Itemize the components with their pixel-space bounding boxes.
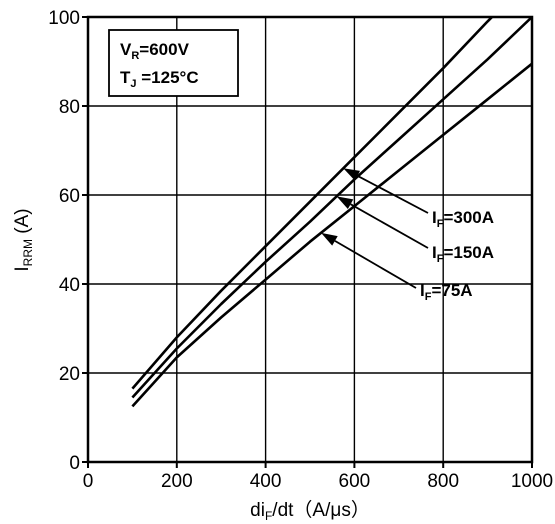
y-tick-label: 80	[59, 97, 80, 118]
series-75a-line	[131, 62, 532, 408]
conditions-box: VR=600V TJ =125°C	[108, 29, 239, 97]
x-tick-label: 1000	[511, 471, 553, 492]
plot-frame	[86, 15, 534, 464]
callout-75a-arrow	[321, 232, 417, 289]
x-tick-label: 600	[339, 471, 371, 492]
condition-tj: TJ =125°C	[120, 68, 199, 90]
x-tick-label: 200	[161, 471, 193, 492]
callout-300a-arrow	[343, 168, 429, 214]
series-label-150a: IF=150A	[432, 243, 494, 265]
series-150a-line	[131, 17, 532, 399]
series-label-300a: IF=300A	[432, 208, 494, 230]
series-label-75a: IF=75A	[420, 281, 473, 303]
x-tick-label: 400	[250, 471, 282, 492]
series-labels: IF=300A IF=150A IF=75A	[420, 208, 494, 303]
series-lines	[131, 17, 532, 408]
callout-150a-arrow	[336, 196, 429, 249]
y-tick-label: 60	[59, 186, 80, 207]
axis-ticks: 0 200 400 600 800 1000 0 20 40 60 80 100	[48, 8, 553, 492]
series-300a-line	[131, 17, 494, 390]
conditions-frame	[108, 29, 239, 97]
y-tick-label: 40	[59, 275, 80, 296]
y-tick-label: 0	[69, 453, 80, 474]
y-tick-label: 100	[48, 8, 80, 29]
x-tick-label: 800	[427, 471, 459, 492]
series-callouts	[321, 168, 429, 289]
x-tick-label: 0	[83, 471, 94, 492]
y-tick-label: 20	[59, 364, 80, 385]
y-axis-label: IRRM (A)	[12, 208, 35, 271]
condition-vr: VR=600V	[120, 40, 190, 62]
x-axis-label: diF/dt（A/μs）	[250, 499, 370, 523]
